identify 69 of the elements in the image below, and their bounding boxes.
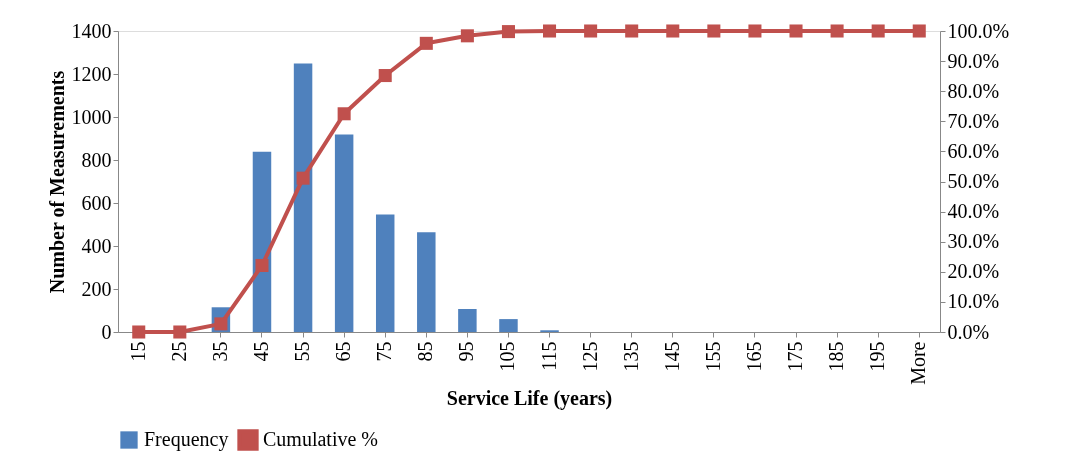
point (378, 69, 392, 83)
point (460, 29, 474, 43)
point (501, 25, 515, 39)
y-tick-label: 800 (81, 148, 112, 171)
x-tick-label: 185 (825, 341, 848, 372)
x-axis-title: Service Life (years) (446, 386, 613, 410)
point (748, 24, 762, 38)
x-tick-label: 135 (619, 341, 642, 372)
x-tick-label: 25 (167, 341, 190, 362)
x-tick-label: 165 (742, 341, 765, 372)
y-tick-label: 200 (81, 277, 112, 300)
x-tick-label: 55 (291, 341, 314, 362)
point (543, 24, 557, 38)
bar (417, 232, 436, 332)
point (173, 325, 187, 339)
point (337, 107, 351, 121)
y2-tick-label: 20.0% (947, 260, 1000, 283)
point (666, 24, 680, 38)
y2-tick-label: 90.0% (947, 49, 1000, 72)
x-tick-label: 15 (126, 341, 149, 362)
point (830, 24, 844, 38)
point (912, 24, 926, 38)
x-tick-label: 95 (455, 341, 478, 362)
bar (334, 134, 354, 332)
legend-label: Frequency (144, 428, 229, 451)
x-tick-label: 125 (578, 341, 601, 372)
y-tick-label: 400 (81, 234, 112, 257)
y2-tick-label: 70.0% (947, 109, 1000, 132)
bar (293, 63, 313, 332)
x-tick-label: 85 (414, 341, 437, 362)
x-tick-label: 115 (537, 341, 560, 371)
x-tick-label: More (907, 341, 930, 385)
bar (375, 214, 395, 332)
y2-tick-label: 40.0% (947, 200, 1000, 223)
y2-tick-label: 80.0% (947, 79, 1000, 102)
y2-tick-label: 30.0% (947, 230, 1000, 253)
y-axis-title: Number of Measurements (45, 70, 68, 294)
x-tick-label: 145 (660, 341, 683, 372)
point (419, 36, 433, 50)
point (584, 24, 598, 38)
point (707, 24, 721, 38)
x-tick-label: 105 (496, 341, 519, 372)
x-tick-label: 75 (373, 341, 396, 362)
point (789, 24, 803, 38)
y2-tick-label: 10.0% (947, 290, 1000, 313)
x-tick-label: 195 (866, 341, 889, 372)
y-tick-label: 0 (101, 320, 112, 343)
y-tick-label: 1000 (71, 105, 112, 128)
y2-tick-label: 0.0% (947, 320, 990, 343)
legend-label: Cumulative % (263, 428, 378, 450)
y-tick-label: 1200 (71, 62, 112, 85)
point (625, 24, 639, 38)
point (296, 171, 310, 185)
y2-tick-label: 60.0% (947, 139, 1000, 162)
y2-tick-label: 100.0% (947, 19, 1010, 42)
bar (499, 319, 518, 332)
x-tick-label: 155 (701, 341, 724, 372)
y2-tick-label: 50.0% (947, 170, 1000, 192)
x-tick-label: 175 (784, 341, 807, 372)
y-tick-label: 600 (81, 191, 112, 214)
y-tick-label: 1400 (71, 19, 112, 42)
bar (458, 309, 477, 332)
point (255, 258, 269, 272)
point (132, 325, 146, 339)
x-tick-label: 65 (332, 341, 355, 362)
x-tick-label: 35 (208, 341, 231, 362)
point (871, 24, 885, 38)
bar (252, 151, 272, 332)
x-tick-label: 45 (249, 341, 272, 362)
